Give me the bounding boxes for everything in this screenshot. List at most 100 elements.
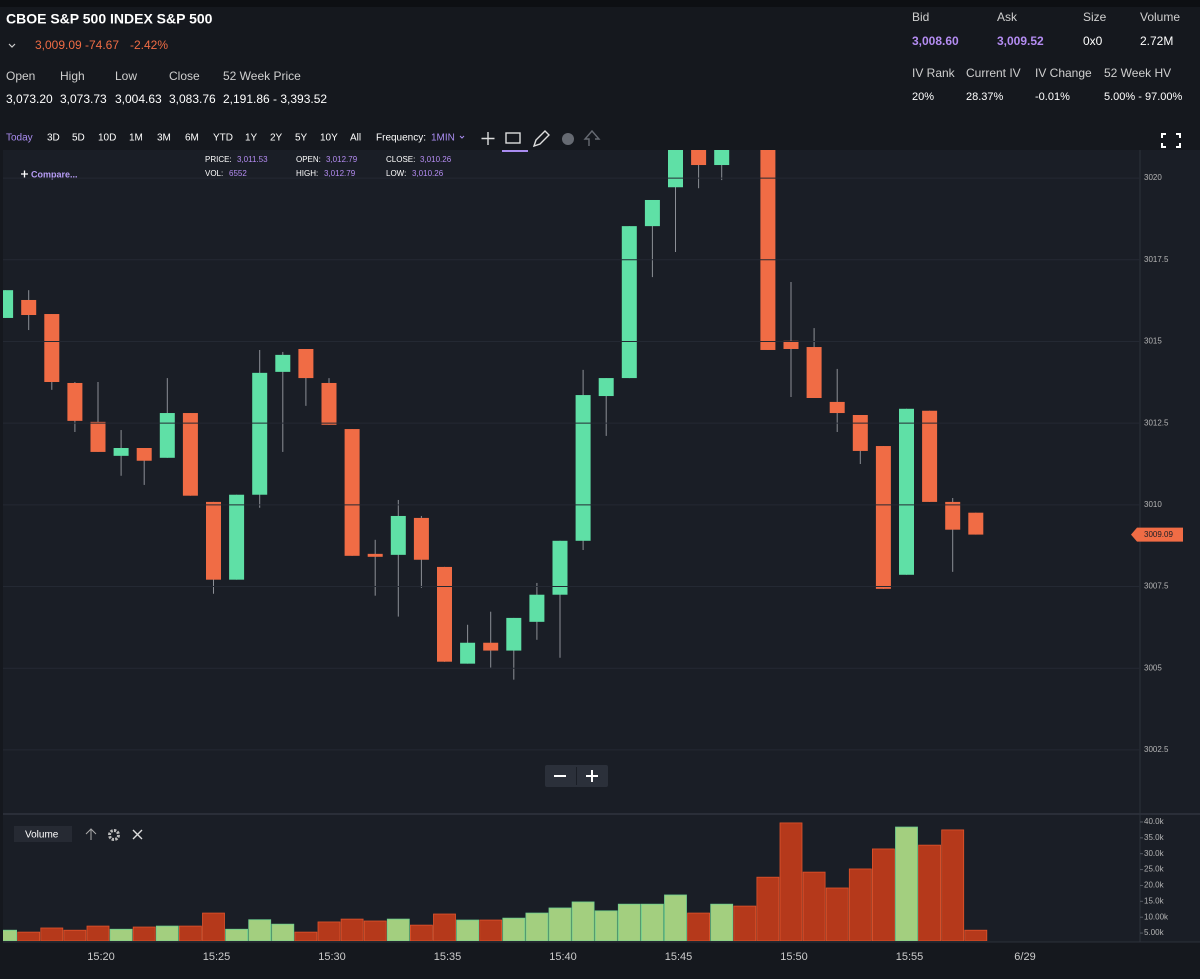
info-value: 3,011.53 (237, 155, 268, 164)
candle-body (136, 447, 152, 461)
y-tick-label: 40.0k (1144, 817, 1165, 826)
volume-bar (502, 917, 526, 941)
iv-value: 5.00% - 97.00% (1104, 91, 1182, 103)
candle-body (113, 447, 129, 456)
period-button[interactable]: 1Y (245, 133, 258, 144)
y-tick-label: 3007.5 (1144, 582, 1169, 591)
candle-body (90, 421, 106, 452)
quote-label: Size (1083, 10, 1107, 24)
quote-label: Bid (912, 10, 929, 24)
volume-bar (433, 913, 456, 941)
candle-body (899, 408, 914, 575)
volume-plot (3, 822, 988, 941)
period-button[interactable]: 5Y (295, 133, 308, 144)
volume-bar (594, 910, 618, 941)
period-button[interactable]: 10D (98, 133, 116, 144)
candle-body (275, 354, 291, 372)
candle-body (321, 382, 337, 425)
period-button[interactable]: 1M (129, 133, 143, 144)
volume-bar (363, 920, 387, 941)
volume-bar (802, 871, 826, 941)
candle-body (413, 517, 429, 560)
candle-body (852, 414, 868, 451)
volume-move-up[interactable] (85, 828, 97, 840)
y-tick-label: 3010 (1144, 500, 1162, 509)
volume-settings[interactable] (108, 829, 120, 841)
candle-body (437, 566, 452, 662)
volume-bar (525, 912, 549, 941)
period-button[interactable]: 3D (47, 133, 60, 144)
y-tick-label: 3012.5 (1144, 418, 1169, 427)
stat-value: 3,083.76 (169, 92, 216, 106)
volume-bar (155, 925, 179, 941)
volume-bar (964, 929, 988, 941)
volume-bar (202, 912, 225, 941)
iv-label: IV Rank (912, 66, 956, 80)
volume-bar (132, 926, 156, 941)
volume-bar (340, 918, 364, 941)
candle-body (621, 226, 637, 379)
study-icon[interactable] (505, 132, 521, 144)
volume-bar (848, 868, 872, 941)
volume-bar (872, 848, 895, 941)
iv-label: 52 Week HV (1104, 66, 1171, 80)
volume-bar (479, 919, 503, 941)
period-button[interactable]: 3M (157, 133, 171, 144)
volume-bar (641, 903, 664, 941)
candle-body (552, 540, 568, 595)
quote-value: 2.72M (1140, 34, 1173, 48)
share-icon[interactable] (583, 129, 601, 146)
zoom-controls (545, 765, 608, 787)
crosshair-icon[interactable] (481, 132, 495, 145)
period-button[interactable]: 5D (72, 133, 85, 144)
volume-close[interactable] (132, 829, 143, 840)
frequency-value[interactable]: 1MIN (431, 133, 455, 144)
volume-bar (895, 826, 918, 941)
zoom-in[interactable] (586, 770, 598, 782)
volume-bar (548, 907, 572, 941)
volume-label-box (14, 826, 72, 842)
alert-icon[interactable] (562, 133, 574, 145)
volume-bar (248, 919, 272, 941)
compare-plus[interactable] (21, 170, 28, 178)
quote-value: 3,009.52 (997, 34, 1044, 48)
volume-bar (733, 905, 757, 941)
volume-bar (710, 903, 734, 941)
iv-value: -0.01% (1035, 91, 1070, 103)
fullscreen-icon[interactable] (1161, 133, 1181, 148)
y-tick-label: 25.0k (1144, 865, 1165, 874)
stat-label: Close (169, 69, 200, 83)
volume-bar (271, 923, 295, 941)
candle-body (691, 150, 707, 166)
info-label: PRICE: (205, 155, 232, 164)
period-button[interactable]: 10Y (320, 133, 338, 144)
volume-bar (664, 894, 687, 941)
iv-value: 20% (912, 91, 934, 103)
last-price-tag (1131, 527, 1183, 542)
candle-body (206, 501, 221, 580)
period-button[interactable]: YTD (213, 133, 233, 144)
x-tick-label: 15:35 (434, 951, 462, 963)
collapse-caret[interactable] (8, 43, 16, 48)
chart-panel (3, 150, 1200, 942)
volume-bar (63, 929, 87, 941)
info-label: CLOSE: (386, 155, 415, 164)
period-button[interactable]: 2Y (270, 133, 283, 144)
y-tick-label: 3017.5 (1144, 255, 1169, 264)
volume-bar (941, 829, 965, 941)
candle-body (390, 515, 406, 555)
y-tick-label: 3002.5 (1144, 745, 1169, 754)
candle-body (783, 340, 799, 349)
period-button[interactable]: 6M (185, 133, 199, 144)
price-change: -74.67 (85, 38, 119, 52)
draw-icon[interactable] (532, 130, 550, 148)
compare-button[interactable]: Compare... (31, 169, 78, 179)
info-value: 3,012.79 (324, 169, 356, 178)
stat-value: 2,191.86 - 3,393.52 (223, 92, 327, 106)
info-label: VOL: (205, 169, 223, 178)
candle-body (806, 347, 822, 399)
period-button[interactable]: Today (6, 133, 33, 144)
frequency-caret[interactable] (459, 135, 465, 139)
period-button[interactable]: All (350, 133, 361, 144)
